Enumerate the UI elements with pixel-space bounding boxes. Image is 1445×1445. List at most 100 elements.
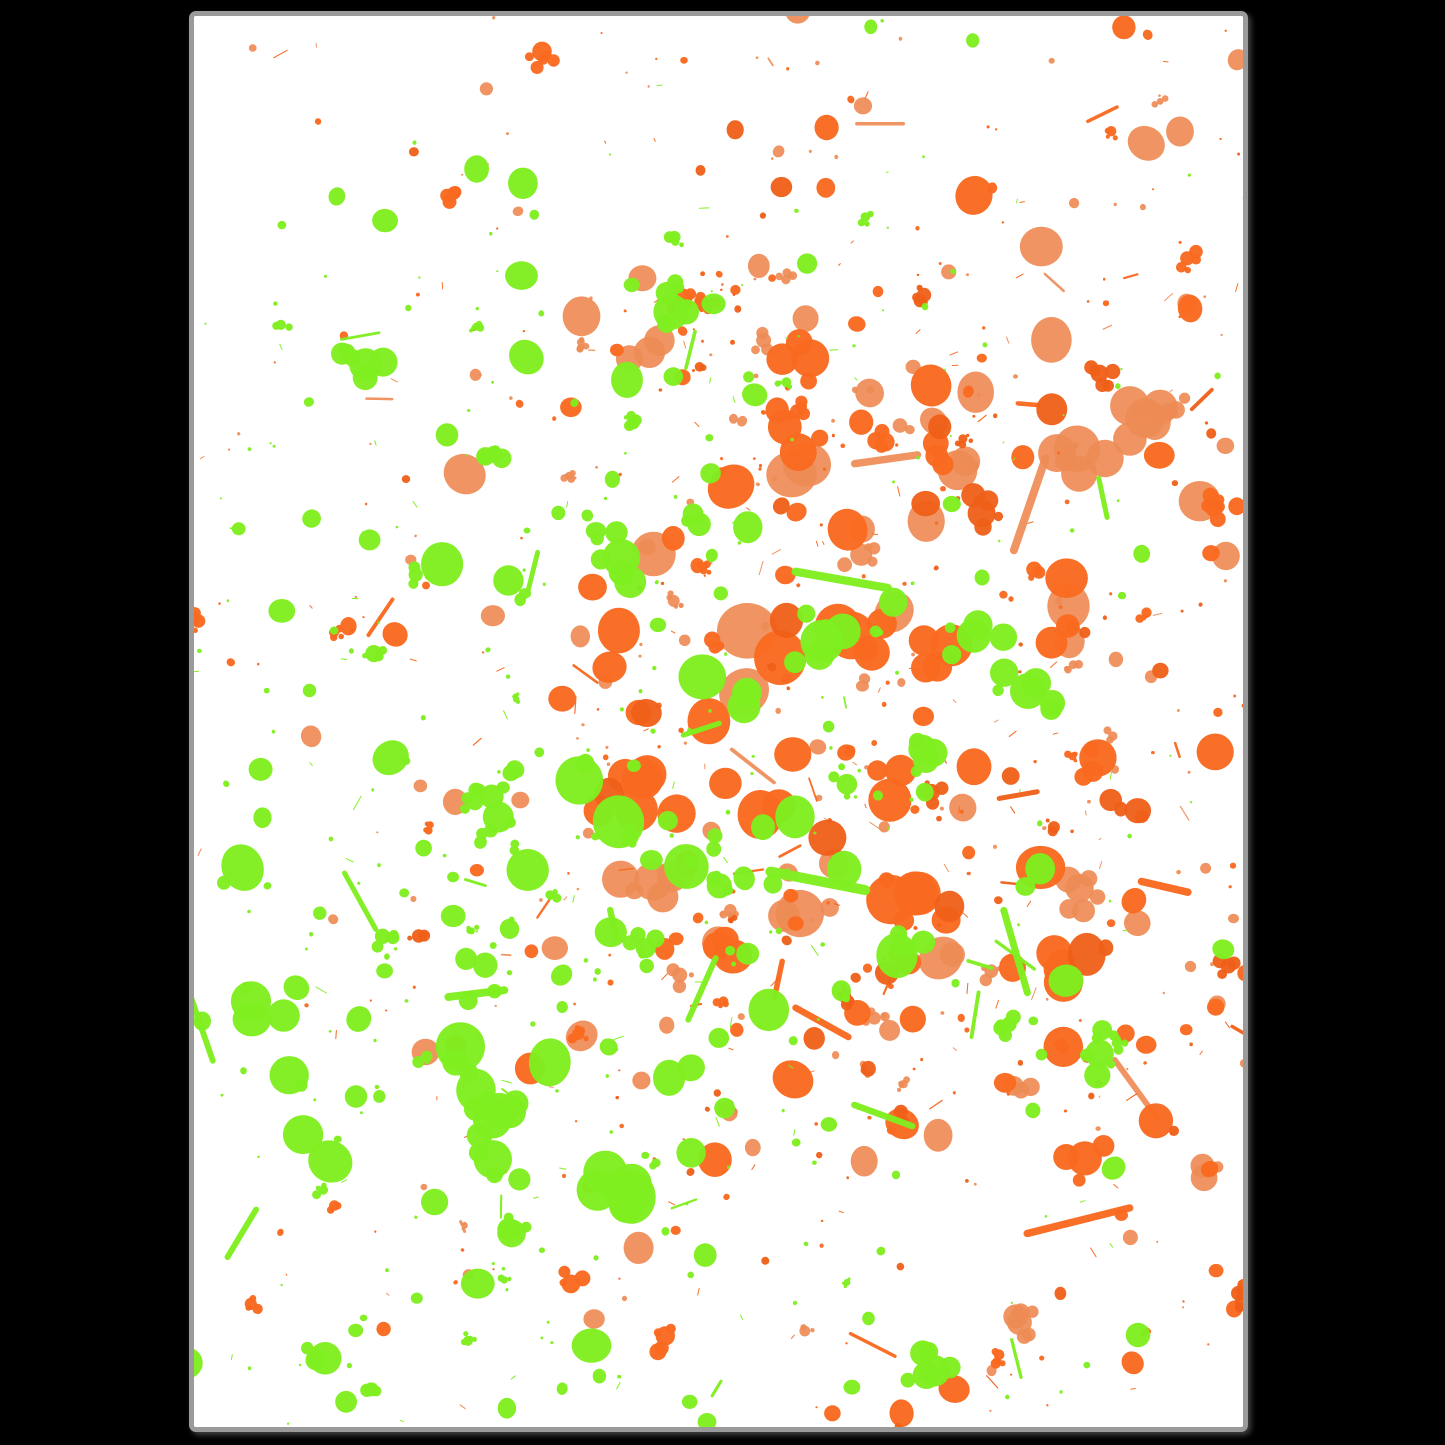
paint-droplet: [328, 914, 339, 925]
paint-droplet: [408, 147, 419, 157]
paint-streak: [1109, 1243, 1114, 1248]
paint-droplet: [546, 1320, 550, 1324]
paint-splat-satellite: [663, 231, 676, 244]
paint-streak: [463, 1135, 468, 1138]
paint-streak: [273, 49, 288, 59]
paint-streak: [1098, 1095, 1101, 1098]
paint-streak: [399, 1420, 404, 1422]
paint-splat-satellite: [770, 663, 774, 667]
paint-droplet: [803, 1241, 809, 1247]
paint-droplet: [966, 33, 980, 48]
paint-droplet: [552, 416, 557, 421]
paint-droplet: [1202, 545, 1220, 562]
paint-droplet: [456, 1068, 496, 1112]
paint-droplet: [772, 145, 785, 158]
paint-droplet: [1124, 910, 1151, 937]
paint-droplet: [491, 380, 494, 384]
paint-droplet: [494, 1004, 497, 1008]
paint-droplet: [725, 809, 731, 815]
paint-droplet: [377, 863, 381, 868]
paint-droplet: [529, 209, 540, 220]
paint-droplet: [820, 898, 839, 917]
paint-streak: [548, 1086, 554, 1088]
paint-droplet: [528, 1038, 571, 1087]
paint-splat-satellite: [447, 186, 461, 200]
paint-droplet: [591, 832, 600, 841]
paint-streak: [854, 377, 858, 381]
paint-droplet: [487, 984, 502, 999]
paint-splat-satellite: [681, 514, 694, 527]
paint-streak: [1000, 881, 1019, 886]
paint-splat-satellite: [272, 321, 281, 330]
paint-streak: [525, 549, 541, 593]
paint-droplet: [768, 274, 776, 282]
paint-streak: [390, 378, 398, 383]
paint-droplet: [496, 227, 499, 230]
paint-droplet: [1233, 694, 1237, 698]
paint-droplet: [730, 339, 735, 345]
paint-streak: [746, 507, 751, 511]
paint-droplet: [965, 1179, 969, 1183]
paint-droplet: [595, 466, 599, 469]
paint-droplet: [303, 397, 314, 407]
paint-droplet: [831, 418, 835, 423]
paint-droplet: [562, 1173, 566, 1179]
paint-splat-satellite: [1234, 1302, 1243, 1313]
paint-droplet: [916, 273, 920, 277]
paint-splat-satellite: [878, 872, 895, 889]
paint-splat-satellite: [479, 784, 504, 809]
paint-streak: [566, 500, 569, 508]
paint-droplet: [1220, 333, 1223, 337]
paint-splat-satellite: [919, 1342, 939, 1361]
paint-droplet: [787, 916, 804, 931]
paint-splat-satellite: [963, 610, 993, 640]
paint-droplet: [786, 16, 810, 24]
paint-droplet: [938, 262, 942, 265]
paint-droplet: [734, 305, 742, 313]
paint-droplet: [899, 1005, 926, 1033]
paint-droplet: [1169, 754, 1172, 757]
paint-droplet: [272, 444, 276, 448]
paint-droplet: [898, 36, 903, 41]
paint-splat-satellite: [684, 288, 697, 300]
paint-droplet: [794, 208, 799, 213]
paint-splat-satellite: [727, 912, 733, 918]
paint-droplet: [649, 1162, 657, 1170]
paint-droplet: [686, 1168, 695, 1176]
paint-droplet: [966, 871, 971, 876]
paint-splat-satellite: [460, 803, 470, 814]
paint-droplet: [585, 522, 607, 540]
paint-streak: [994, 939, 1036, 971]
paint-droplet: [658, 388, 663, 392]
paint-streak: [765, 866, 871, 896]
paint-splat-satellite: [1072, 1173, 1086, 1187]
paint-droplet: [308, 1140, 353, 1183]
paint-droplet: [704, 920, 709, 925]
paint-droplet: [783, 888, 799, 903]
paint-streak: [966, 959, 994, 970]
paint-droplet: [786, 502, 807, 522]
paint-streak: [365, 397, 394, 401]
paint-droplet: [555, 756, 604, 805]
paint-droplet: [742, 383, 768, 407]
paint-droplet: [772, 497, 790, 515]
paint-droplet: [1138, 1103, 1174, 1139]
paint-droplet: [767, 409, 802, 445]
paint-droplet: [1079, 626, 1091, 639]
paint-droplet: [395, 525, 399, 529]
paint-droplet: [1219, 137, 1222, 141]
paint-streak: [808, 777, 818, 802]
paint-droplet: [887, 826, 890, 830]
paint-droplet: [404, 999, 409, 1003]
paint-droplet: [999, 590, 1008, 599]
paint-splat-satellite: [463, 1221, 467, 1225]
paint-droplet: [596, 708, 600, 711]
paint-droplet: [815, 60, 820, 66]
paint-droplet: [329, 626, 339, 635]
paint-streak: [850, 451, 922, 468]
paint-streak: [952, 1047, 957, 1052]
paint-droplet: [848, 316, 866, 332]
paint-droplet: [941, 264, 957, 280]
paint-splat-satellite: [867, 542, 881, 555]
paint-droplet: [993, 844, 997, 849]
